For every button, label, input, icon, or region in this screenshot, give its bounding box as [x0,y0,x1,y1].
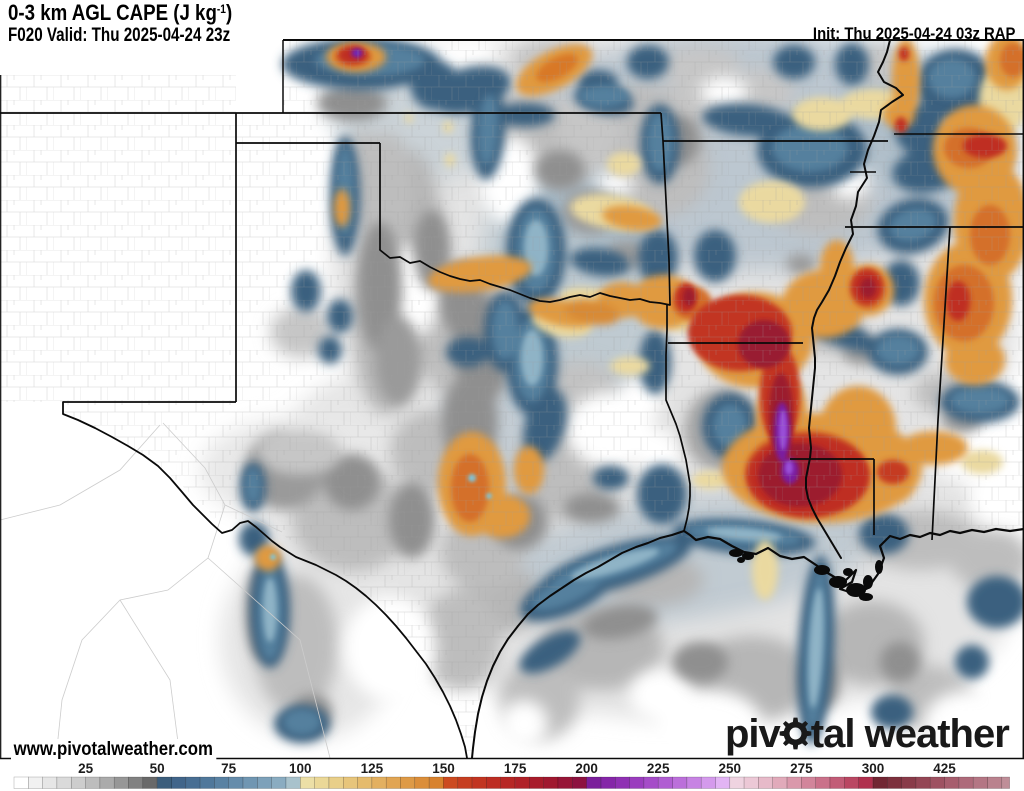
svg-text:175: 175 [504,761,527,776]
svg-text:50: 50 [150,761,165,776]
svg-text:425: 425 [933,761,956,776]
svg-text:100: 100 [289,761,312,776]
svg-text:25: 25 [78,761,94,776]
svg-text:75: 75 [221,761,237,776]
svg-text:200: 200 [575,761,598,776]
svg-text:250: 250 [719,761,742,776]
svg-text:275: 275 [790,761,813,776]
svg-text:150: 150 [432,761,455,776]
svg-text:125: 125 [361,761,384,776]
svg-text:225: 225 [647,761,670,776]
svg-text:300: 300 [862,761,885,776]
